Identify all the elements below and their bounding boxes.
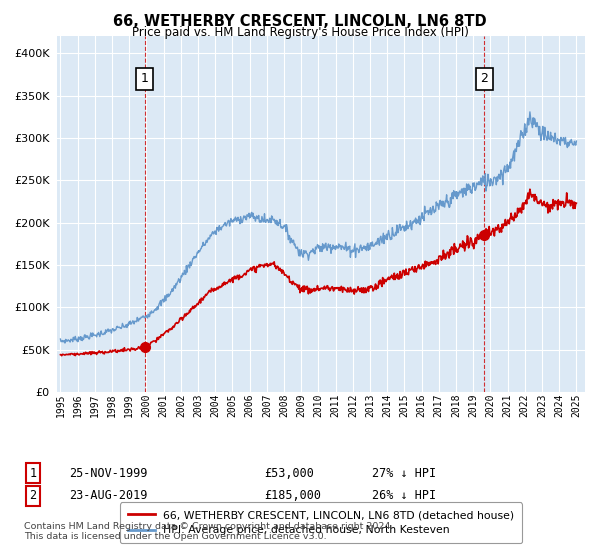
Text: 1: 1 [29, 466, 37, 480]
Text: 25-NOV-1999: 25-NOV-1999 [69, 466, 148, 480]
Text: 1: 1 [141, 72, 149, 85]
Text: Contains HM Land Registry data © Crown copyright and database right 2024.
This d: Contains HM Land Registry data © Crown c… [24, 522, 394, 542]
Text: 2: 2 [29, 489, 37, 502]
Text: £53,000: £53,000 [264, 466, 314, 480]
Text: £185,000: £185,000 [264, 489, 321, 502]
Text: 26% ↓ HPI: 26% ↓ HPI [372, 489, 436, 502]
Legend: 66, WETHERBY CRESCENT, LINCOLN, LN6 8TD (detached house), HPI: Average price, de: 66, WETHERBY CRESCENT, LINCOLN, LN6 8TD … [120, 502, 522, 543]
Text: Price paid vs. HM Land Registry's House Price Index (HPI): Price paid vs. HM Land Registry's House … [131, 26, 469, 39]
Text: 2: 2 [481, 72, 488, 85]
Text: 23-AUG-2019: 23-AUG-2019 [69, 489, 148, 502]
Text: 27% ↓ HPI: 27% ↓ HPI [372, 466, 436, 480]
Text: 66, WETHERBY CRESCENT, LINCOLN, LN6 8TD: 66, WETHERBY CRESCENT, LINCOLN, LN6 8TD [113, 14, 487, 29]
